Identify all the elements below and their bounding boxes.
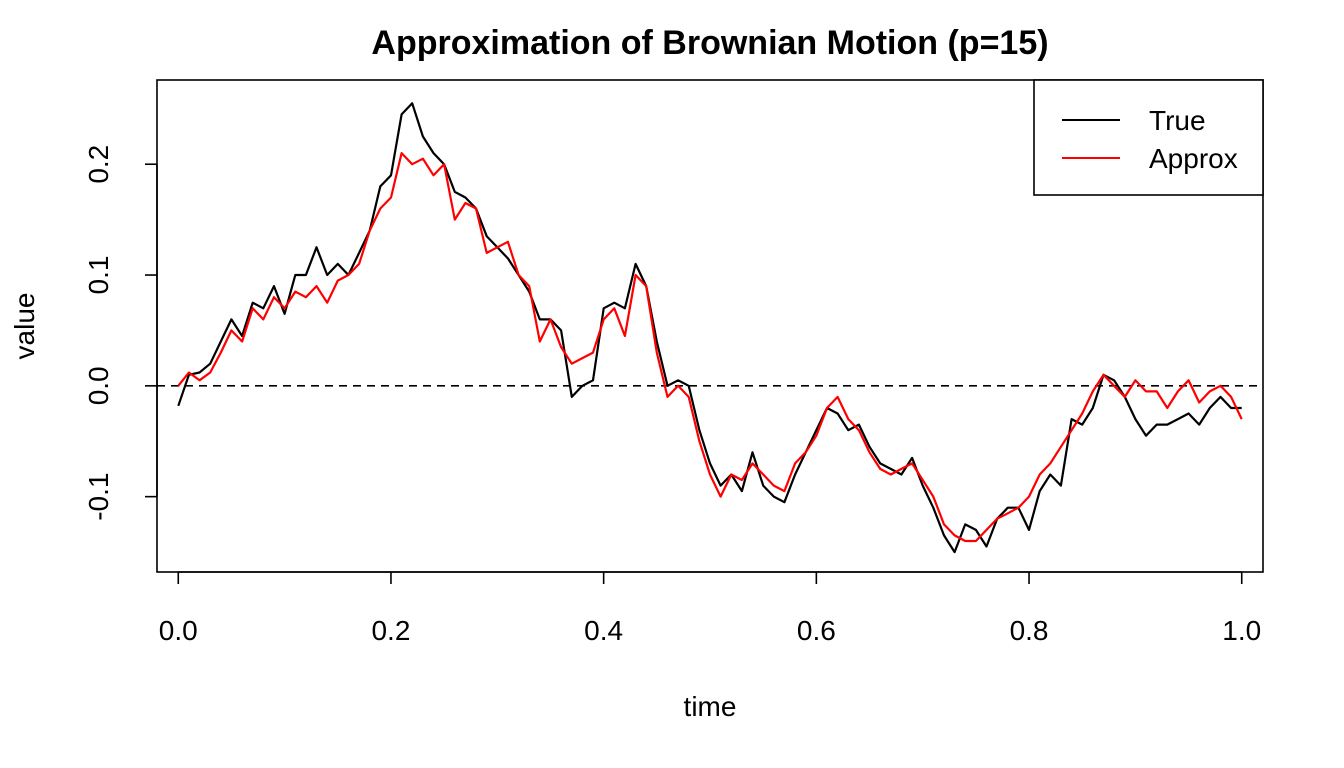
x-tick-label: 0.6 <box>797 615 836 646</box>
y-axis: -0.1 0.0 0.1 0.2 <box>83 145 158 521</box>
x-tick-label: 0.2 <box>371 615 410 646</box>
y-tick-label: 0.2 <box>83 145 114 184</box>
x-axis: 0.0 0.2 0.4 0.6 0.8 1.0 <box>159 571 1261 646</box>
legend-box <box>1033 79 1264 196</box>
x-tick-label: 0.8 <box>1010 615 1049 646</box>
x-tick-label: 1.0 <box>1222 615 1261 646</box>
legend-label-approx: Approx <box>1149 143 1238 174</box>
series-line-approx <box>177 152 1243 543</box>
series-layer <box>177 102 1243 554</box>
x-axis-label: time <box>684 691 737 722</box>
y-tick-label: -0.1 <box>83 473 114 521</box>
y-axis-label: value <box>9 293 40 360</box>
chart-title: Approximation of Brownian Motion (p=15) <box>371 24 1048 62</box>
legend: True Approx <box>1033 79 1264 196</box>
x-tick-label: 0.4 <box>584 615 623 646</box>
legend-label-true: True <box>1149 105 1206 136</box>
y-tick-label: 0.0 <box>83 366 114 405</box>
y-tick-label: 0.1 <box>83 256 114 295</box>
series-line-true <box>177 102 1242 554</box>
x-tick-label: 0.0 <box>159 615 198 646</box>
